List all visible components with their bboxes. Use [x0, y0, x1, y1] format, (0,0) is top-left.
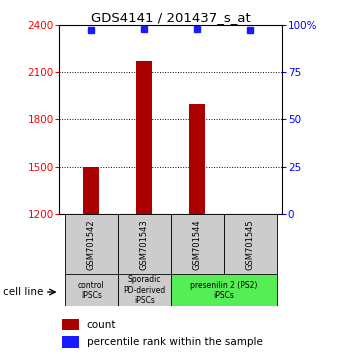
Text: Sporadic
PD-derived
iPSCs: Sporadic PD-derived iPSCs	[123, 275, 166, 305]
Bar	[118, 274, 171, 306]
Text: presenilin 2 (PS2)
iPSCs: presenilin 2 (PS2) iPSCs	[190, 281, 258, 300]
Bar	[62, 336, 79, 348]
Text: GSM701545: GSM701545	[246, 219, 255, 270]
Bar	[171, 274, 277, 306]
Text: GSM701542: GSM701542	[87, 219, 96, 270]
Text: cell line: cell line	[3, 287, 44, 297]
Bar	[65, 214, 118, 274]
Bar	[189, 104, 205, 214]
Text: percentile rank within the sample: percentile rank within the sample	[87, 337, 262, 347]
Text: control
IPSCs: control IPSCs	[78, 281, 105, 300]
Bar	[118, 214, 171, 274]
Bar	[83, 167, 99, 214]
Text: GSM701544: GSM701544	[193, 219, 202, 270]
Bar	[136, 61, 152, 214]
Text: count: count	[87, 320, 116, 330]
Text: GSM701543: GSM701543	[140, 219, 149, 270]
Bar	[171, 214, 224, 274]
Title: GDS4141 / 201437_s_at: GDS4141 / 201437_s_at	[91, 11, 251, 24]
Bar	[62, 319, 79, 330]
Bar	[224, 214, 277, 274]
Bar	[65, 274, 118, 306]
